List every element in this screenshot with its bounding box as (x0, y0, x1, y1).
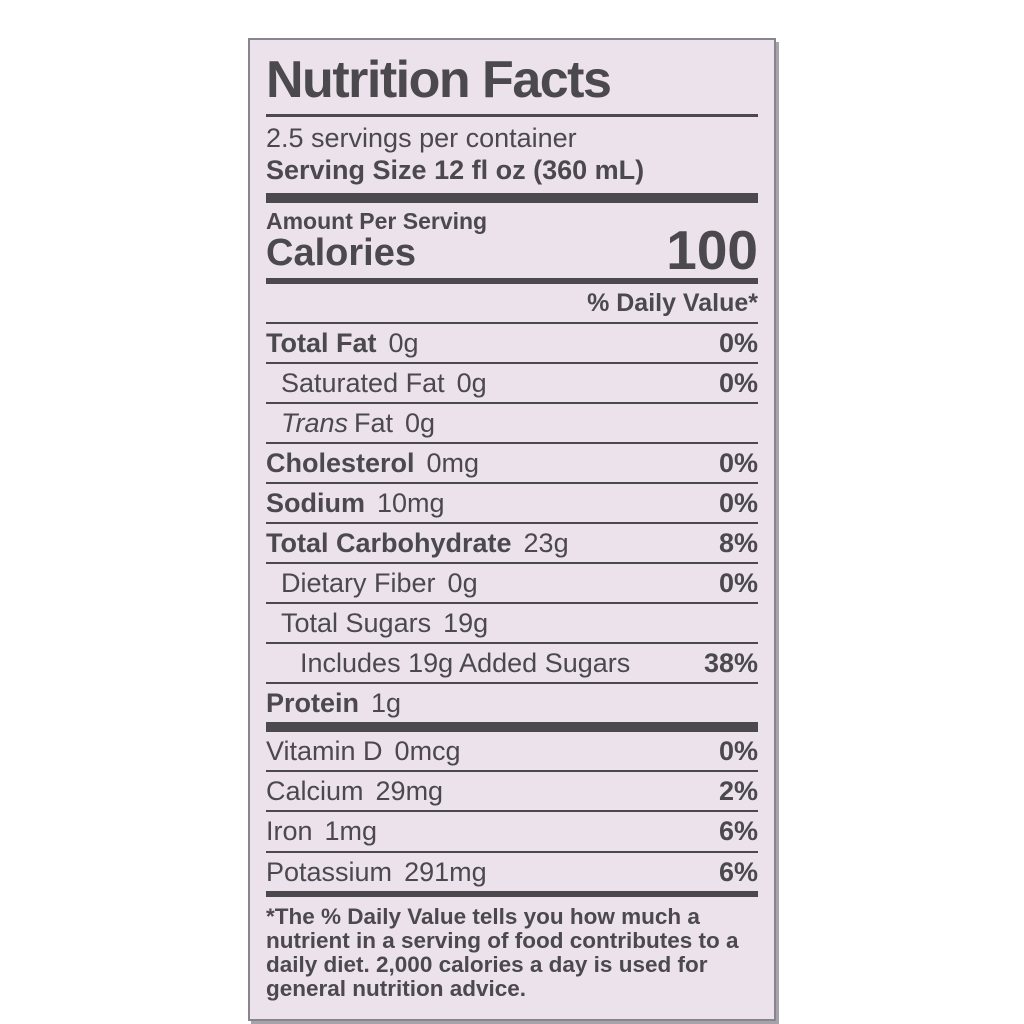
vitamin-amount: 291mg (404, 856, 487, 887)
nutrient-row-total-sugars: Total Sugars 19g (266, 604, 758, 645)
nutrient-row-protein: Protein 1g (266, 684, 758, 722)
nutrient-dv: 0% (718, 568, 758, 599)
label-title: Nutrition Facts (266, 54, 758, 117)
nutrient-amount: 0g (447, 568, 478, 599)
calories-block: Amount Per Serving Calories 100 (266, 203, 758, 284)
nutrient-row-added-sugars: Includes 19g Added Sugars 38% (266, 644, 758, 685)
vitamin-row-calcium: Calcium 29mg 2% (266, 772, 758, 813)
nutrient-dv: 0% (718, 327, 758, 358)
calories-left: Amount Per Serving Calories (266, 207, 488, 275)
nutrient-name: Sodium (266, 488, 365, 519)
nutrient-row-sodium: Sodium 10mg 0% (266, 484, 758, 525)
nutrient-row-total-fat: Total Fat 0g 0% (266, 324, 758, 364)
vitamin-row-vitamin-d: Vitamin D 0mcg 0% (266, 732, 758, 773)
vitamin-name: Calcium (266, 776, 364, 807)
nutrient-name-italic: Trans (281, 408, 349, 438)
calories-label: Calories (266, 232, 416, 275)
nutrient-dv: 0% (718, 367, 758, 398)
nutrient-amount: 0mg (426, 448, 480, 479)
nutrient-amount: 0g (456, 367, 487, 398)
nutrient-amount: 0g (388, 327, 419, 358)
nutrient-amount: 10mg (377, 488, 445, 519)
nutrient-name: Fat (354, 408, 394, 438)
nutrient-name: Total Carbohydrate (266, 528, 512, 559)
vitamin-name: Potassium (266, 856, 393, 887)
nutrient-dv: 0% (718, 488, 758, 519)
nutrition-facts-label: Nutrition Facts 2.5 servings per contain… (248, 38, 776, 1021)
nutrient-row-cholesterol: Cholesterol 0mg 0% (266, 444, 758, 485)
calories-value: 100 (666, 219, 758, 282)
serving-size: Serving Size 12 fl oz (360 mL) (266, 154, 645, 185)
vitamin-amount: 1mg (324, 816, 378, 847)
nutrient-name: Cholesterol (266, 448, 415, 479)
separator-thick-bar (266, 722, 758, 733)
separator-thick-bar (266, 192, 758, 203)
nutrient-name: Total Fat (266, 327, 377, 358)
vitamin-name: Vitamin D (266, 736, 383, 767)
vitamin-dv: 0% (718, 736, 758, 767)
vitamin-row-potassium: Potassium 291mg 6% (266, 853, 758, 891)
nutrient-row-total-carbohydrate: Total Carbohydrate 23g 8% (266, 524, 758, 565)
daily-value-footnote: *The % Daily Value tells you how much a … (266, 903, 739, 1001)
nutrient-amount: 0g (405, 408, 436, 438)
nutrient-dv: 0% (718, 448, 758, 479)
nutrient-name: Dietary Fiber (281, 568, 436, 599)
nutrient-name: Protein (266, 688, 360, 719)
nutrient-row-trans-fat: Trans Fat 0g (266, 404, 758, 445)
nutrient-dv: 38% (703, 648, 758, 679)
daily-value-header: % Daily Value* (266, 284, 758, 324)
nutrient-name: Total Sugars (281, 608, 432, 639)
nutrient-amount: 1g (371, 688, 402, 719)
nutrient-row-dietary-fiber: Dietary Fiber 0g 0% (266, 564, 758, 605)
nutrient-name: Saturated Fat (281, 367, 445, 398)
nutrient-amount: 19g (443, 608, 489, 639)
vitamin-amount: 0mcg (394, 736, 461, 767)
amount-per-serving-label: Amount Per Serving (266, 207, 488, 234)
nutrient-name: Includes 19g Added Sugars (300, 648, 631, 679)
vitamin-row-iron: Iron 1mg 6% (266, 812, 758, 853)
separator-medium-bar (266, 890, 758, 897)
vitamin-dv: 2% (718, 776, 758, 807)
nutrient-amount: 23g (523, 528, 569, 559)
vitamin-dv: 6% (718, 856, 758, 887)
nutrient-dv: 8% (718, 528, 758, 559)
vitamin-name: Iron (266, 816, 313, 847)
vitamin-dv: 6% (718, 816, 758, 847)
vitamin-amount: 29mg (375, 776, 444, 807)
servings-per-container: 2.5 servings per container (266, 123, 577, 153)
nutrient-row-saturated-fat: Saturated Fat 0g 0% (266, 364, 758, 404)
